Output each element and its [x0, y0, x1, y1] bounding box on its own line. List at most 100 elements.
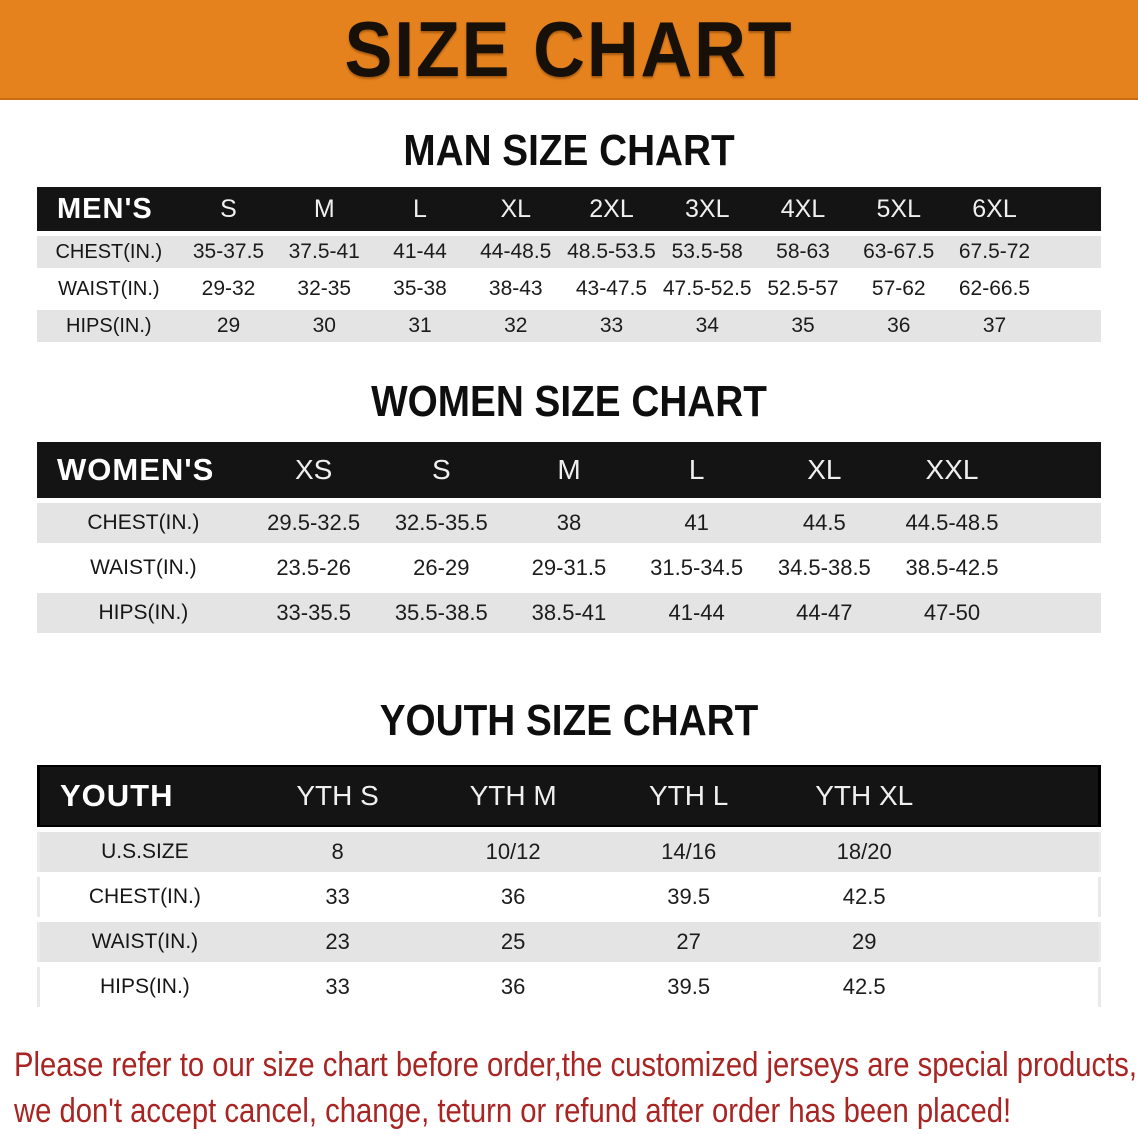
column-header: 6XL	[946, 187, 1043, 231]
size-value: 8	[249, 832, 426, 872]
row-label: WAIST(IN.)	[37, 922, 250, 962]
column-header: XS	[249, 442, 378, 498]
size-value: 47.5-52.5	[659, 273, 756, 305]
column-header: 4XL	[755, 187, 851, 231]
size-value: 14/16	[600, 832, 777, 872]
size-value: 67.5-72	[946, 236, 1043, 268]
size-value: 38-43	[467, 273, 564, 305]
size-value: 35-37.5	[180, 236, 277, 268]
size-value: 53.5-58	[659, 236, 756, 268]
size-value: 37.5-41	[276, 236, 373, 268]
column-header: L	[372, 187, 468, 231]
row-label: WAIST(IN.)	[37, 548, 250, 588]
size-value: 36	[850, 310, 947, 342]
size-value: 38	[505, 503, 633, 543]
table-row: CHEST(IN.) 35-37.5 37.5-41 41-44 44-48.5 48.5…	[37, 236, 1101, 268]
size-value: 41-44	[372, 236, 468, 268]
size-value: 35	[755, 310, 851, 342]
table-corner-label: MEN'S	[37, 187, 181, 231]
size-value: 29	[180, 310, 277, 342]
row-label: HIPS(IN.)	[37, 967, 250, 1007]
size-value: 33-35.5	[249, 593, 378, 633]
size-chart-banner: SIZE CHART	[0, 0, 1138, 100]
size-value: 57-62	[850, 273, 947, 305]
column-header: M	[505, 442, 633, 498]
disclaimer-text: Please refer to our size chart before or…	[14, 1042, 1138, 1134]
column-header: YTH L	[600, 765, 777, 827]
table-row: WAIST(IN.) 29-32 32-35 35-38 38-43 43-47.5 47.…	[37, 273, 1101, 305]
column-header: 3XL	[659, 187, 756, 231]
table-row: CHEST(IN.) 29.5-32.5 32.5-35.5 38 41 44.5 44.5…	[37, 503, 1101, 543]
column-header: S	[180, 187, 277, 231]
table-row: HIPS(IN.) 33-35.5 35.5-38.5 38.5-41 41-44 44-…	[37, 593, 1101, 633]
size-value: 10/12	[425, 832, 601, 872]
table-corner-label: WOMEN'S	[37, 442, 250, 498]
size-value: 39.5	[600, 877, 777, 917]
row-spacer	[951, 877, 1101, 917]
size-value: 32	[467, 310, 564, 342]
size-value: 44.5	[760, 503, 889, 543]
table-header-row: WOMEN'S XS S M L XL XXL	[37, 442, 1101, 498]
size-value: 29-31.5	[505, 548, 633, 588]
row-spacer	[1042, 273, 1101, 305]
row-spacer	[1015, 548, 1101, 588]
women-size-section: WOMEN SIZE CHART WOMEN'S XS S M L XL XXL CHEST(…	[0, 377, 1138, 638]
size-value: 18/20	[776, 832, 952, 872]
size-value: 29.5-32.5	[249, 503, 378, 543]
women-size-table: WOMEN'S XS S M L XL XXL CHEST(IN.) 29.5-32.5 32.5…	[37, 437, 1101, 638]
youth-size-table: YOUTH YTH S YTH M YTH L YTH XL U.S.SIZE 8 10/12…	[37, 760, 1101, 1012]
size-value: 58-63	[755, 236, 851, 268]
size-value: 42.5	[776, 967, 952, 1007]
column-header: XXL	[888, 442, 1016, 498]
size-value: 41-44	[632, 593, 761, 633]
size-value: 32.5-35.5	[377, 503, 506, 543]
table-row: U.S.SIZE 8 10/12 14/16 18/20	[37, 832, 1101, 872]
size-value: 39.5	[600, 967, 777, 1007]
column-header: 2XL	[563, 187, 660, 231]
table-header-row: MEN'S S M L XL 2XL 3XL 4XL 5XL 6XL	[37, 187, 1101, 231]
size-value: 23	[249, 922, 426, 962]
size-value: 27	[600, 922, 777, 962]
column-header: XL	[467, 187, 564, 231]
size-value: 34.5-38.5	[760, 548, 889, 588]
row-spacer	[951, 832, 1101, 872]
table-row: CHEST(IN.) 33 36 39.5 42.5	[37, 877, 1101, 917]
disclaimer-line-2: we don't accept cancel, change, teturn o…	[14, 1092, 1012, 1130]
row-label: CHEST(IN.)	[37, 877, 250, 917]
size-value: 52.5-57	[755, 273, 851, 305]
youth-section-heading: YOUTH SIZE CHART	[379, 696, 759, 745]
column-header: XL	[760, 442, 889, 498]
size-value: 41	[632, 503, 761, 543]
size-value: 34	[659, 310, 756, 342]
column-header: M	[276, 187, 373, 231]
row-spacer	[1015, 593, 1101, 633]
column-header: S	[377, 442, 506, 498]
table-header-row: YOUTH YTH S YTH M YTH L YTH XL	[37, 765, 1101, 827]
size-value: 33	[563, 310, 660, 342]
row-label: CHEST(IN.)	[37, 503, 250, 543]
size-value: 26-29	[377, 548, 506, 588]
size-value: 44-47	[760, 593, 889, 633]
row-spacer	[951, 922, 1101, 962]
column-header: YTH M	[425, 765, 601, 827]
size-value: 35.5-38.5	[377, 593, 506, 633]
size-value: 44-48.5	[467, 236, 564, 268]
size-value: 23.5-26	[249, 548, 378, 588]
row-spacer	[1042, 310, 1101, 342]
size-value: 37	[946, 310, 1043, 342]
header-spacer	[951, 765, 1101, 827]
size-value: 44.5-48.5	[888, 503, 1016, 543]
size-value: 33	[249, 877, 426, 917]
row-spacer	[951, 967, 1101, 1007]
size-value: 30	[276, 310, 373, 342]
header-spacer	[1042, 187, 1101, 231]
column-header: YTH S	[249, 765, 426, 827]
size-value: 47-50	[888, 593, 1016, 633]
table-row: HIPS(IN.) 33 36 39.5 42.5	[37, 967, 1101, 1007]
size-value: 48.5-53.5	[563, 236, 660, 268]
size-value: 38.5-42.5	[888, 548, 1016, 588]
size-value: 32-35	[276, 273, 373, 305]
row-label: HIPS(IN.)	[37, 593, 250, 633]
size-value: 33	[249, 967, 426, 1007]
table-row: WAIST(IN.) 23 25 27 29	[37, 922, 1101, 962]
